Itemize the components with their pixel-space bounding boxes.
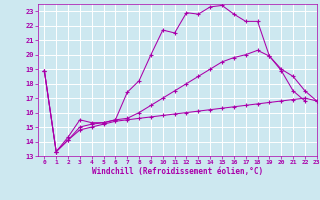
X-axis label: Windchill (Refroidissement éolien,°C): Windchill (Refroidissement éolien,°C) bbox=[92, 167, 263, 176]
